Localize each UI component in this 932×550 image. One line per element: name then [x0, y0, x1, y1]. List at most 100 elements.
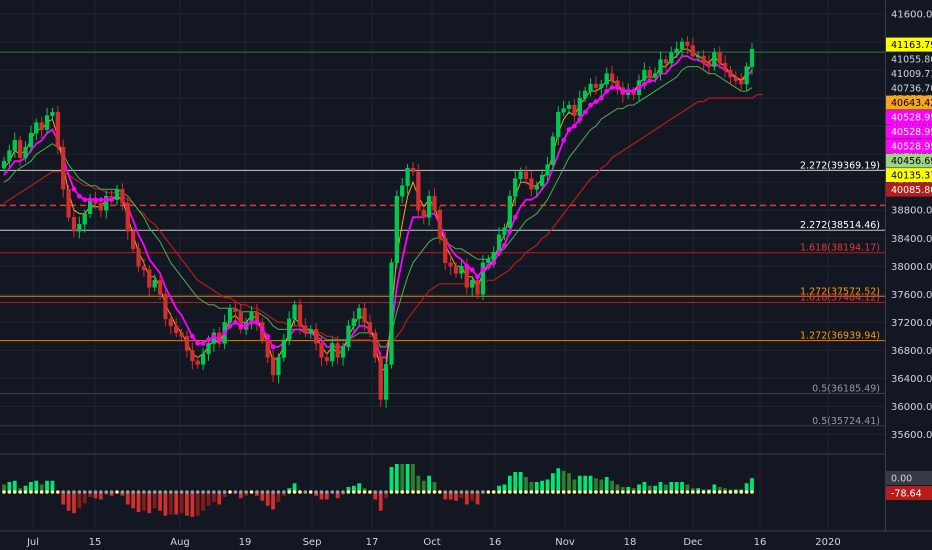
- price-badge-bg: [886, 168, 932, 183]
- candle-body: [701, 55, 706, 64]
- candle: [373, 328, 378, 364]
- oscillator-bar: [685, 484, 690, 492]
- trend-dot: [76, 193, 82, 199]
- oscillator-dot: [314, 490, 318, 494]
- oscillator-dot: [72, 490, 76, 494]
- price-tick-label: 37600.00: [891, 290, 932, 301]
- candle-body: [421, 209, 426, 218]
- candle: [287, 311, 292, 346]
- candle: [12, 132, 17, 158]
- oscillator-dot: [120, 490, 125, 494]
- oscillator-dot: [395, 490, 399, 494]
- oscillator-bar: [459, 492, 464, 499]
- candle-body: [23, 146, 28, 158]
- candle: [18, 135, 23, 167]
- oscillator-bar: [405, 464, 410, 492]
- oscillator-dot: [276, 490, 281, 494]
- trend-dot: [195, 340, 201, 346]
- candle: [44, 107, 50, 134]
- candle: [179, 328, 184, 342]
- oscillator-bar: [475, 492, 480, 505]
- price-tick-label: 38000.00: [891, 262, 932, 273]
- candle-body: [480, 262, 486, 295]
- price-badge: 40643.42: [886, 95, 932, 110]
- candle: [292, 300, 297, 326]
- candle-body: [233, 308, 238, 313]
- oscillator-dot: [691, 490, 695, 494]
- oscillator-dot: [454, 490, 458, 494]
- candle: [696, 51, 701, 62]
- time-axis[interactable]: Jul 15 Aug 19 Sep 17 Oct 16 Nov 18 Dec 16 2020: [26, 537, 841, 548]
- candle: [685, 36, 690, 54]
- oscillator-bar: [23, 485, 28, 492]
- oscillator-dot: [384, 490, 388, 494]
- price-badge-label: 41009.71: [891, 69, 932, 80]
- candle-body: [556, 111, 561, 137]
- oscillator-bar: [276, 492, 281, 502]
- candle: [690, 37, 695, 61]
- candle-body: [518, 171, 523, 179]
- oscillator-bar: [389, 467, 394, 492]
- candle-body: [647, 69, 652, 78]
- price-badges: 41163.79 41055.80 41009.71 40736.70 40643.42…: [886, 37, 932, 500]
- price-tick-label: 38800.00: [891, 206, 932, 217]
- candle: [324, 353, 330, 366]
- trend-dot: [232, 319, 238, 325]
- candle: [421, 206, 426, 225]
- candle-body: [599, 83, 604, 88]
- oscillator-bar: [281, 492, 286, 496]
- candle: [712, 48, 717, 71]
- candle-body: [383, 364, 389, 400]
- oscillator-bar: [201, 492, 205, 511]
- candle-body: [200, 353, 206, 365]
- candle-body: [7, 150, 12, 162]
- time-tick-label: 15: [89, 537, 102, 548]
- price-badge: 40528.95: [886, 124, 932, 139]
- trend-dot: [577, 116, 583, 122]
- oscillator-dot: [255, 490, 259, 494]
- oscillator-bar: [72, 492, 76, 514]
- candle-body: [486, 259, 491, 264]
- price-badge-bg: [886, 124, 932, 139]
- oscillator-bar: [637, 484, 641, 492]
- price-tick-label: 37200.00: [891, 318, 932, 329]
- candle-body: [410, 167, 416, 172]
- candle: [174, 318, 179, 338]
- candle: [539, 169, 545, 190]
- candle: [669, 46, 674, 68]
- candle: [233, 302, 238, 321]
- oscillator-bar: [82, 492, 87, 504]
- trend-dot: [200, 340, 206, 346]
- oscillator-dot: [368, 490, 372, 494]
- candle: [120, 183, 125, 211]
- candle: [195, 356, 200, 369]
- candle: [276, 353, 281, 384]
- oscillator-bar: [529, 482, 534, 492]
- price-badge-label: 40528.95: [891, 113, 932, 124]
- candle: [330, 337, 335, 367]
- oscillator-pane: [2, 464, 754, 517]
- oscillator-dot: [125, 490, 130, 494]
- oscillator-dot: [545, 490, 550, 494]
- oscillator-bar: [577, 475, 582, 492]
- oscillator-dot: [308, 490, 313, 494]
- candle: [470, 276, 475, 296]
- oscillator-dot: [508, 490, 512, 494]
- oscillator-bar: [502, 484, 507, 492]
- oscillator-bar: [674, 482, 679, 492]
- candle: [357, 304, 362, 326]
- trend-dot: [216, 337, 222, 343]
- oscillator-dot: [701, 490, 706, 494]
- oscillator-bar: [658, 482, 663, 492]
- candle-body: [593, 83, 599, 88]
- candle: [82, 209, 87, 233]
- candle: [556, 106, 561, 146]
- oscillator-dot: [109, 490, 114, 494]
- trend-dot: [98, 197, 104, 203]
- candle-body: [394, 195, 399, 264]
- candle-body: [513, 178, 518, 197]
- candle: [480, 255, 486, 300]
- oscillator-bar: [238, 492, 243, 499]
- oscillator-bar: [185, 492, 189, 516]
